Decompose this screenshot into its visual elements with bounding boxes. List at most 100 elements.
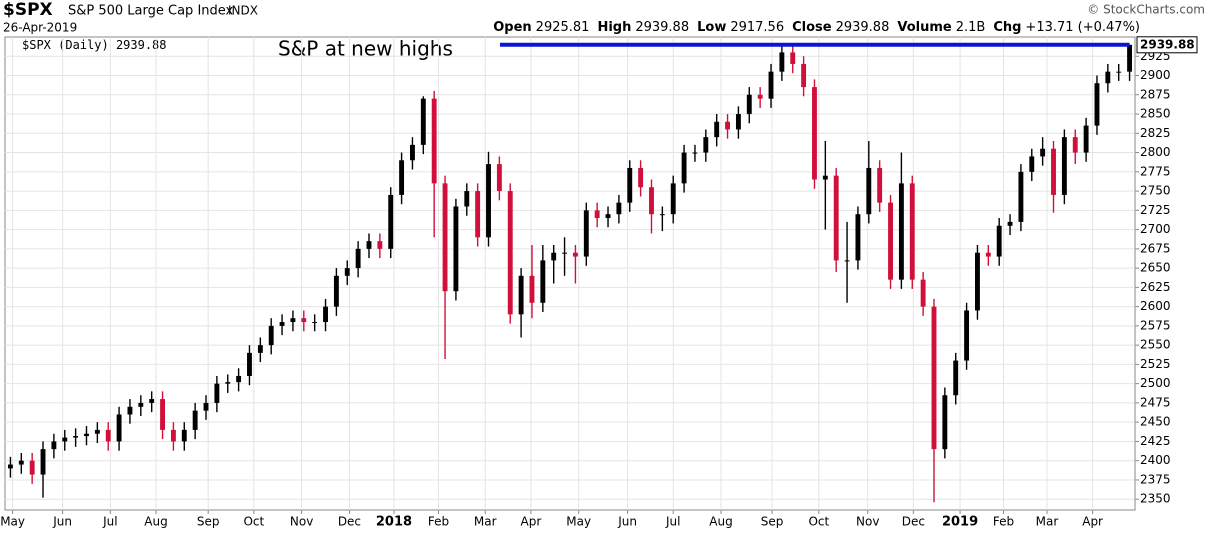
candle-body — [377, 241, 383, 249]
quote-value: 2939.88 — [836, 20, 890, 35]
candle-body — [931, 306, 937, 450]
x-tick-label: 2018 — [376, 515, 412, 530]
candle-body — [877, 167, 883, 203]
candle-body — [909, 183, 915, 280]
candle-body — [833, 175, 839, 261]
candle-body — [475, 191, 481, 238]
candle-body — [1127, 44, 1133, 72]
candle-body — [627, 167, 633, 203]
candle-body — [801, 63, 807, 88]
date: 26-Apr-2019 — [3, 21, 77, 35]
x-tick-label: May — [566, 515, 591, 529]
x-tick-label: Mar — [474, 515, 497, 529]
y-tick-label: 2625 — [1140, 280, 1171, 294]
plot-frame — [4, 36, 1136, 511]
candle-body — [855, 214, 861, 261]
candle-body — [290, 318, 296, 323]
candle-body — [616, 202, 622, 215]
y-tick-label: 2575 — [1140, 318, 1171, 332]
candle-body — [562, 252, 568, 254]
candle-body — [312, 322, 318, 324]
x-tick-label: Aug — [709, 515, 732, 529]
y-tick-label: 2600 — [1140, 299, 1171, 313]
y-tick-label: 2475 — [1140, 395, 1171, 409]
quote-value: +13.71 (+0.47%) — [1025, 20, 1140, 35]
y-tick-label: 2825 — [1140, 126, 1171, 140]
candle-body — [572, 252, 578, 257]
candle-body — [953, 360, 959, 396]
candle-body — [192, 410, 198, 430]
candle-body — [410, 144, 415, 161]
x-tick-label: Aug — [144, 515, 167, 529]
candle-body — [866, 167, 872, 215]
candle-body — [790, 52, 796, 64]
candle-body — [453, 206, 459, 292]
candle-body — [714, 121, 720, 138]
candle-body — [73, 436, 79, 438]
quote-label: Close — [792, 20, 832, 35]
y-tick-label: 2350 — [1140, 492, 1171, 506]
x-tick-label: Nov — [290, 515, 313, 529]
x-tick-label: Jul — [665, 515, 680, 529]
candle-body — [735, 114, 741, 130]
quote-line: Open 2925.81 High 2939.88 Low 2917.56 Close 293… — [493, 20, 1140, 35]
y-tick-label: 2500 — [1140, 376, 1171, 390]
candle-body — [355, 248, 361, 269]
x-tick-label: Oct — [808, 515, 829, 529]
y-tick-label: 2525 — [1140, 357, 1171, 371]
candle-body — [1061, 137, 1067, 195]
candle-body — [431, 98, 437, 184]
candle-body — [247, 352, 252, 376]
last-price-label: 2939.88 — [1140, 37, 1195, 51]
y-tick-label: 2750 — [1140, 184, 1171, 198]
candle-body — [659, 214, 665, 216]
candle-body — [594, 210, 600, 219]
candle-body — [388, 194, 394, 249]
x-tick-label: Nov — [856, 515, 879, 529]
candle-body — [40, 449, 46, 475]
x-tick-label: Sep — [197, 515, 220, 529]
y-tick-label: 2700 — [1140, 222, 1171, 236]
quote-value: 2939.88 — [635, 20, 689, 35]
candle-body — [268, 325, 274, 346]
quote-label: Open — [493, 20, 531, 35]
candle-body — [323, 306, 328, 323]
y-tick-label: 2725 — [1140, 203, 1171, 217]
candle-body — [29, 460, 35, 475]
candle-body — [94, 429, 100, 434]
credit: © StockCharts.com — [1087, 3, 1205, 17]
candle-body — [149, 399, 155, 403]
quote-label: Chg — [993, 20, 1021, 35]
candle-body — [464, 191, 470, 207]
y-tick-label: 2800 — [1140, 145, 1171, 159]
y-tick-label: 2675 — [1140, 241, 1171, 255]
legend-label: $SPX (Daily) — [22, 38, 109, 52]
candle-body — [257, 345, 263, 353]
candle-body — [51, 441, 57, 450]
y-tick-label: 2775 — [1140, 164, 1171, 178]
candle-body — [214, 383, 220, 403]
candle-body — [746, 94, 752, 115]
candle-body — [692, 152, 698, 154]
candle-body — [1007, 221, 1013, 226]
x-tick-label: 2019 — [942, 515, 978, 530]
candle-body — [84, 433, 89, 437]
candle-body — [442, 183, 448, 292]
candle-body — [333, 275, 339, 307]
y-tick-label: 2900 — [1140, 68, 1171, 82]
candle-body — [420, 98, 426, 145]
candle-body — [399, 160, 405, 195]
quote-value: 2925.81 — [536, 20, 590, 35]
candle-body — [62, 437, 68, 442]
candle-body — [649, 187, 654, 215]
candle-body — [170, 429, 176, 442]
candle-body — [7, 464, 13, 469]
candle-body — [996, 225, 1002, 257]
candle-body — [964, 310, 970, 361]
annotation: S&P at new highs — [278, 37, 453, 61]
x-tick-label: Jun — [52, 515, 72, 529]
x-tick-label: Oct — [243, 515, 264, 529]
candle-body — [486, 164, 491, 238]
